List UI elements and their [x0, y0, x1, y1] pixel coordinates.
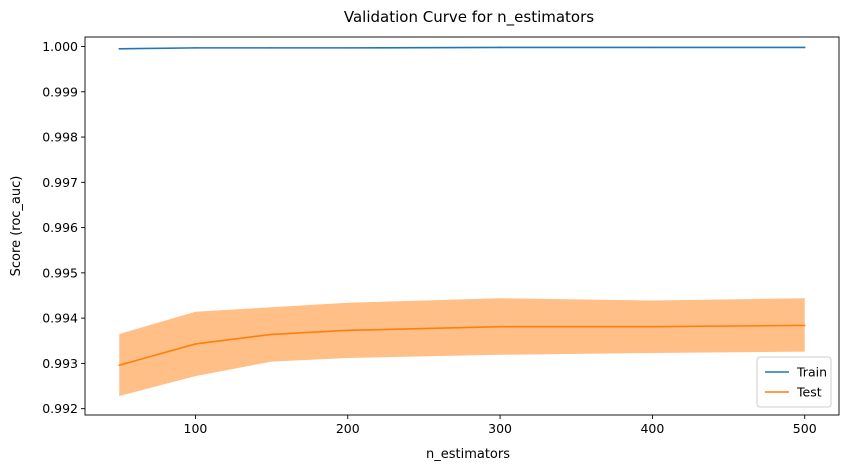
x-tick-label: 200 [336, 421, 360, 436]
series-test-point [803, 324, 806, 327]
legend-label-test: Test [796, 385, 822, 400]
series-test-point [346, 329, 349, 332]
y-tick-label: 0.998 [42, 130, 78, 145]
series-train-point [118, 47, 121, 50]
y-tick-label: 0.993 [42, 356, 78, 371]
legend-label-train: Train [796, 365, 827, 380]
x-axis-label: n_estimators [426, 447, 510, 462]
chart-title: Validation Curve for n_estimators [344, 8, 594, 27]
series-train-point [194, 47, 197, 49]
legend: Train Test [756, 356, 832, 408]
plot-frame [84, 36, 840, 416]
y-tick-label: 1.000 [42, 39, 78, 54]
y-tick-label: 0.996 [42, 220, 78, 235]
y-tick-label: 0.994 [42, 311, 78, 326]
series-test-point [499, 325, 501, 328]
y-tick-label: 0.997 [42, 175, 78, 190]
x-axis: 100 200 300 400 500 [184, 415, 817, 436]
lines-layer [118, 46, 806, 367]
series-train-point [499, 46, 501, 49]
series-train-point [803, 46, 806, 49]
x-tick-label: 400 [640, 421, 664, 436]
x-tick-label: 300 [488, 421, 512, 436]
series-test-band [119, 298, 805, 396]
x-tick-label: 500 [793, 421, 817, 436]
series-train-line [119, 46, 805, 50]
bands-layer [119, 298, 805, 396]
series-test-point [270, 333, 273, 336]
y-axis-label: Score (roc_auc) [9, 176, 24, 277]
series-test-point [194, 343, 197, 345]
series-train-point [651, 46, 654, 49]
y-axis: 0.992 0.993 0.994 0.995 0.996 0.997 0.998 0.999… [42, 39, 85, 416]
y-tick-label: 0.995 [42, 265, 78, 280]
y-tick-label: 0.992 [42, 401, 78, 416]
legend-box [756, 356, 832, 408]
y-tick-label: 0.999 [42, 84, 78, 99]
series-test-point [118, 364, 121, 367]
series-train-point [270, 47, 273, 49]
series-test-point [651, 325, 654, 328]
x-tick-label: 100 [184, 421, 208, 436]
series-train-point [346, 47, 349, 49]
